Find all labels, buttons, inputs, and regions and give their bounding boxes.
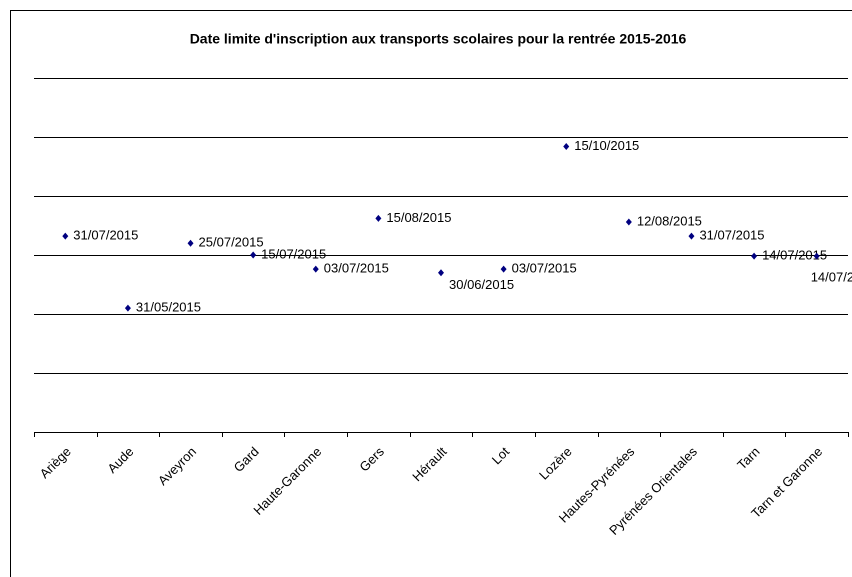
point	[688, 232, 695, 240]
data-label: 14/07/2015	[811, 270, 852, 285]
point	[124, 304, 131, 312]
point	[312, 265, 319, 273]
data-label: 30/06/2015	[449, 277, 514, 292]
data-label: 31/05/2015	[136, 300, 201, 315]
data-label: 15/10/2015	[574, 138, 639, 153]
data-label: 31/07/2015	[73, 228, 138, 243]
point	[563, 142, 570, 150]
point	[813, 252, 820, 260]
point	[250, 251, 257, 259]
data-label: 31/07/2015	[699, 228, 764, 243]
point	[500, 265, 507, 273]
data-label: 12/08/2015	[637, 213, 702, 228]
data-label: 03/07/2015	[324, 261, 389, 276]
point	[438, 269, 444, 277]
point	[375, 214, 382, 222]
point	[62, 232, 69, 240]
data-label: 15/08/2015	[386, 210, 451, 225]
chart-title: Date limite d'inscription aux transports…	[190, 31, 687, 47]
chart-frame	[10, 10, 852, 577]
point	[751, 252, 758, 260]
data-label: 15/07/2015	[261, 246, 326, 261]
point	[625, 218, 632, 226]
data-label: 14/07/2015	[762, 248, 827, 263]
data-label: 03/07/2015	[512, 261, 577, 276]
point	[187, 239, 194, 247]
data-label: 25/07/2015	[199, 235, 264, 250]
